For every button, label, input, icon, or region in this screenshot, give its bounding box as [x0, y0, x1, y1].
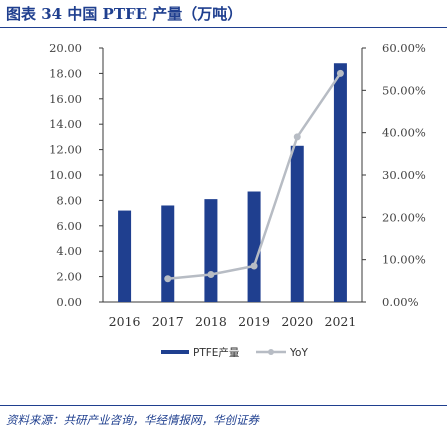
source-note: 资料来源：共研产业咨询，华经情报网，华创证券 [6, 413, 259, 427]
right-axis-tick-label: 60.00% [382, 41, 426, 55]
left-axis-tick-label: 6.00 [56, 219, 82, 233]
yoy-point [336, 69, 344, 77]
bar-series [118, 63, 347, 302]
figure-title: 图表 34 中国 PTFE 产量（万吨） [6, 5, 243, 23]
left-axis-tick-label: 10.00 [49, 168, 82, 182]
yoy-point [250, 262, 258, 270]
yoy-point [293, 133, 301, 141]
legend-bar-swatch [161, 350, 189, 354]
left-axis-tick-label: 20.00 [49, 41, 82, 55]
ptfe-output-chart: 0.00 2.00 4.00 6.00 8.00 10.00 12.00 14.00 16.00… [49, 41, 426, 359]
bar [118, 210, 132, 302]
bar [247, 191, 261, 302]
right-axis: 0.00% 10.00% 20.00% 30.00% 40.00% 50.00% 60.00… [361, 41, 426, 309]
legend: PTFE产量 YoY [161, 346, 308, 359]
legend-line-label: YoY [289, 347, 308, 359]
x-axis-tick-label: 2019 [238, 314, 270, 329]
legend-bar-label: PTFE产量 [193, 346, 240, 359]
left-axis-tick-label: 18.00 [49, 66, 82, 80]
right-axis-tick-label: 10.00% [382, 253, 426, 267]
x-axis-tick-label: 2020 [281, 314, 313, 329]
yoy-point [164, 275, 172, 283]
left-axis-tick-label: 2.00 [56, 270, 82, 284]
yoy-series [164, 69, 344, 283]
title-divider [0, 27, 447, 28]
legend-line-marker [268, 349, 274, 355]
source-divider [0, 405, 447, 406]
bar [333, 63, 347, 302]
right-axis-tick-label: 0.00% [382, 295, 419, 309]
left-axis-tick-label: 4.00 [56, 244, 82, 258]
left-axis-tick-label: 16.00 [49, 92, 82, 106]
right-axis-tick-label: 40.00% [382, 126, 426, 140]
right-axis-tick-label: 50.00% [382, 83, 426, 97]
bar [290, 145, 304, 302]
yoy-point [207, 270, 215, 278]
left-axis: 0.00 2.00 4.00 6.00 8.00 10.00 12.00 14.00 16.00… [49, 41, 104, 309]
left-axis-tick-label: 8.00 [56, 193, 82, 207]
bar [161, 205, 175, 302]
x-axis-tick-label: 2021 [325, 314, 357, 329]
left-axis-tick-label: 14.00 [49, 117, 82, 131]
x-axis-tick-label: 2016 [109, 314, 141, 329]
x-axis-tick-label: 2017 [152, 314, 184, 329]
left-axis-tick-label: 0.00 [56, 295, 82, 309]
right-axis-tick-label: 20.00% [382, 210, 426, 224]
right-axis-tick-label: 30.00% [382, 168, 426, 182]
left-axis-tick-label: 12.00 [49, 143, 82, 157]
x-axis: 2016 2017 2018 2019 2020 2021 [103, 301, 362, 329]
x-axis-tick-label: 2018 [195, 314, 227, 329]
bar [204, 199, 218, 302]
